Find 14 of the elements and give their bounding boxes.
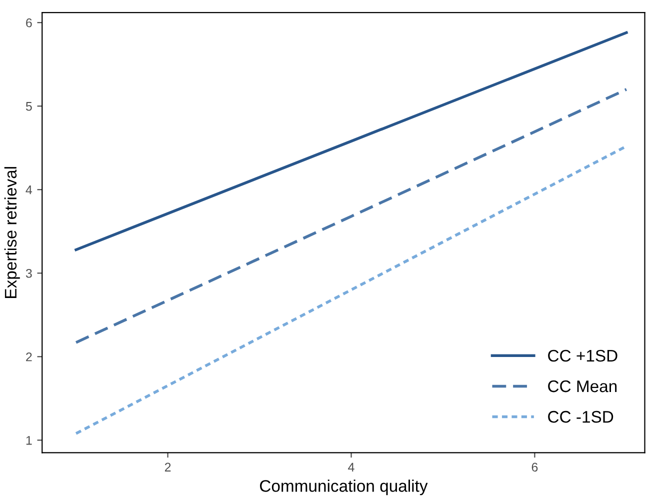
x-tick-label: 4 (348, 462, 354, 472)
legend-label: CC Mean (548, 380, 617, 392)
x-axis-title: Communication quality (260, 480, 428, 496)
legend-label: CC -1SD (548, 410, 614, 423)
y-axis-title: Expertise retrieval (4, 167, 20, 298)
x-tick-label: 2 (164, 462, 171, 472)
legend-label: CC +1SD (548, 350, 618, 362)
y-tick-label: 2 (26, 352, 32, 362)
x-tick-label: 6 (532, 462, 538, 472)
y-tick-label: 3 (26, 268, 32, 278)
y-tick-label: 4 (26, 186, 32, 194)
y-tick-label: 6 (26, 18, 32, 28)
y-tick-label: 5 (26, 102, 32, 111)
y-tick-label: 1 (26, 436, 32, 445)
